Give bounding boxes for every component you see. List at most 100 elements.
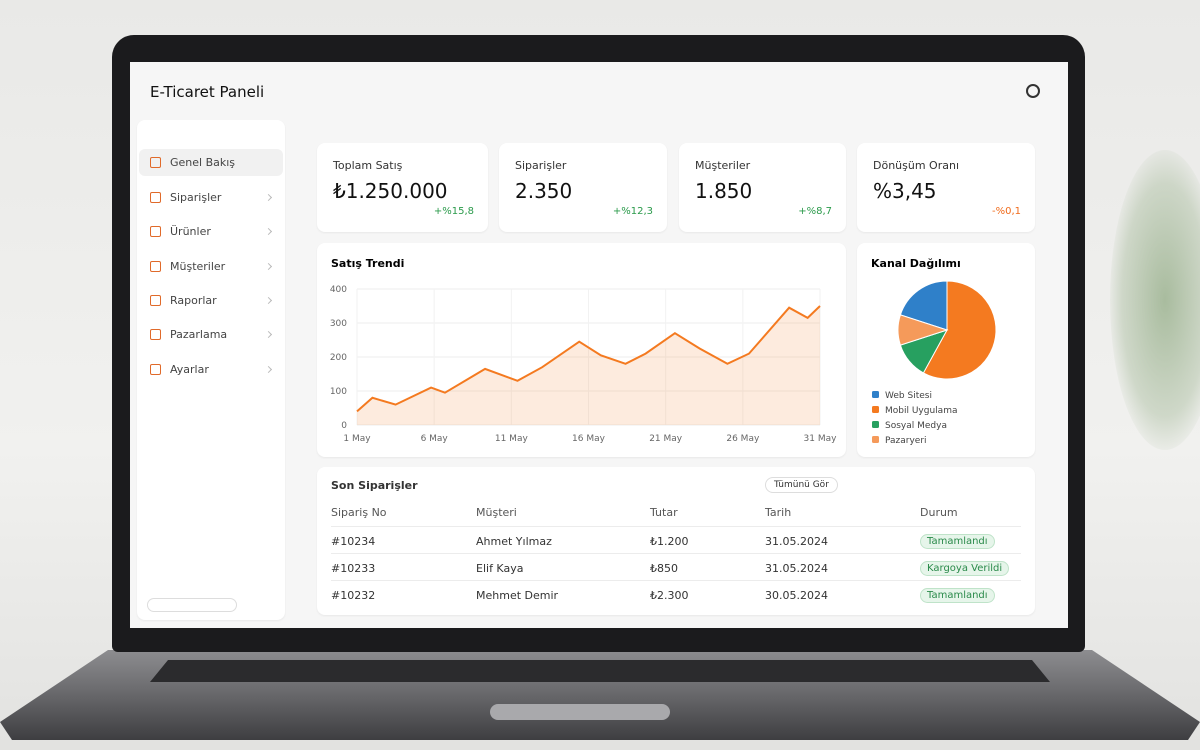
nav-label: Ürünler [170, 225, 211, 238]
nav-chevron [264, 365, 273, 374]
legend-swatch [872, 421, 879, 428]
column-header: Tarih [765, 506, 792, 519]
kpi-value: 1.850 [695, 179, 753, 203]
legend-label: Sosyal Medya [885, 421, 947, 431]
x-tick-label: 11 May [495, 434, 529, 444]
kpi-change: +%12,3 [612, 206, 653, 217]
nav-item[interactable]: Raporlar [139, 287, 283, 314]
settings-icon[interactable] [1026, 84, 1040, 98]
legend-swatch [872, 436, 879, 443]
nav-icon [150, 295, 161, 306]
kpi-label: Siparişler [515, 159, 567, 172]
orders-card: Son Siparişler Tümünü Gör Sipariş No Müşter… [317, 467, 1035, 615]
x-tick-label: 1 May [343, 434, 371, 444]
y-tick-label: 100 [330, 387, 347, 397]
x-tick-label: 21 May [649, 434, 683, 444]
nav-chevron [264, 296, 273, 305]
table-cell: Ahmet Yılmaz [476, 535, 552, 548]
nav-label: Müşteriler [170, 260, 226, 273]
table-cell: #10234 [331, 535, 376, 548]
table-title: Son Siparişler [331, 479, 418, 492]
pie-slice [922, 280, 997, 380]
kpi-change: +%8,7 [798, 206, 832, 217]
pie-slice [899, 280, 948, 331]
nav-icon [150, 329, 161, 340]
nav-item[interactable]: Pazarlama [139, 321, 283, 348]
nav-icon [150, 192, 161, 203]
laptop-notch [490, 704, 670, 720]
row-divider [331, 526, 1021, 527]
nav-icon [150, 364, 161, 375]
row-divider [331, 580, 1021, 581]
column-header: Tutar [650, 506, 678, 519]
nav-label: Raporlar [170, 294, 217, 307]
kpi-label: Dönüşüm Oranı [873, 159, 960, 172]
pie-slice [897, 314, 949, 346]
kpi-value: %3,45 [873, 179, 937, 203]
kpi-card: Müşteriler 1.850 +%8,7 [679, 143, 846, 232]
table-cell: Elif Kaya [476, 562, 524, 575]
chart-title: Satış Trendi [331, 257, 404, 270]
nav-icon [150, 261, 161, 272]
kpi-label: Toplam Satış [333, 159, 403, 172]
kpi-value: 2.350 [515, 179, 573, 203]
background-plant [1110, 150, 1200, 450]
sidebar: Genel Bakış Siparişler Ürünler Müşteriler Ra… [137, 120, 285, 620]
sidebar-toggle[interactable] [147, 598, 237, 612]
nav-item[interactable]: Ayarlar [139, 356, 283, 383]
table-cell: 30.05.2024 [765, 589, 828, 602]
kpi-label: Müşteriler [695, 159, 751, 172]
app-title: E-Ticaret Paneli [150, 83, 265, 101]
kpi-card: Siparişler 2.350 +%12,3 [499, 143, 667, 232]
laptop-keyboard [150, 660, 1050, 682]
nav-chevron [264, 330, 273, 339]
table-cell: #10232 [331, 589, 376, 602]
nav-icon [150, 157, 161, 168]
pie-chart: Kanal Dağılımı Web Sitesi Mobil Uygulama So… [871, 257, 997, 446]
screen: E-Ticaret Paneli Genel Bakış Siparişler Ür… [130, 62, 1068, 628]
y-tick-label: 400 [330, 285, 347, 295]
status-badge: Kargoya Verildi [920, 561, 1010, 576]
table-cell: 31.05.2024 [765, 535, 828, 548]
kpi-value: ₺1.250.000 [333, 179, 448, 203]
row-divider [331, 553, 1021, 554]
line [356, 305, 821, 413]
chart-title: Kanal Dağılımı [871, 257, 961, 270]
legend-label: Mobil Uygulama [885, 406, 957, 416]
table-cell: 31.05.2024 [765, 562, 828, 575]
nav-label: Ayarlar [170, 363, 209, 376]
view-all-button[interactable]: Tümünü Gör [765, 477, 838, 493]
table-cell: Mehmet Demir [476, 589, 559, 602]
channel-card: Kanal Dağılımı Web Sitesi Mobil Uygulama So… [857, 243, 1035, 457]
y-tick-label: 0 [341, 421, 347, 431]
legend-swatch [872, 391, 879, 398]
y-tick-label: 300 [330, 319, 347, 329]
x-tick-label: 6 May [421, 434, 449, 444]
status-badge: Tamamlandı [920, 534, 995, 549]
x-tick-label: 16 May [572, 434, 606, 444]
nav-chevron [264, 193, 273, 202]
nav-label: Pazarlama [170, 328, 228, 341]
legend-label: Web Sitesi [885, 391, 932, 401]
nav-item[interactable]: Genel Bakış [139, 149, 283, 176]
y-tick-label: 200 [330, 353, 347, 363]
table-cell: ₺1.200 [650, 535, 689, 548]
column-header: Sipariş No [331, 506, 387, 519]
nav-label: Siparişler [170, 191, 222, 204]
x-tick-label: 26 May [726, 434, 760, 444]
legend-label: Pazaryeri [885, 436, 927, 446]
nav-item[interactable]: Müşteriler [139, 253, 283, 280]
kpi-change: +%15,8 [433, 206, 474, 217]
trend-card: Satış Trendi 0 100 200 300 400 1 May 6 May 11 Ma… [317, 243, 846, 457]
nav-item[interactable]: Siparişler [139, 184, 283, 211]
table-cell: ₺2.300 [650, 589, 689, 602]
nav-chevron [264, 262, 273, 271]
table-cell: ₺850 [650, 562, 678, 575]
table-cell: #10233 [331, 562, 376, 575]
column-header: Durum [920, 506, 958, 519]
legend-swatch [872, 406, 879, 413]
nav-item[interactable]: Ürünler [139, 218, 283, 245]
status-badge: Tamamlandı [920, 588, 995, 603]
line-chart: Satış Trendi 0 100 200 300 400 1 May 6 May 11 Ma… [330, 257, 837, 444]
